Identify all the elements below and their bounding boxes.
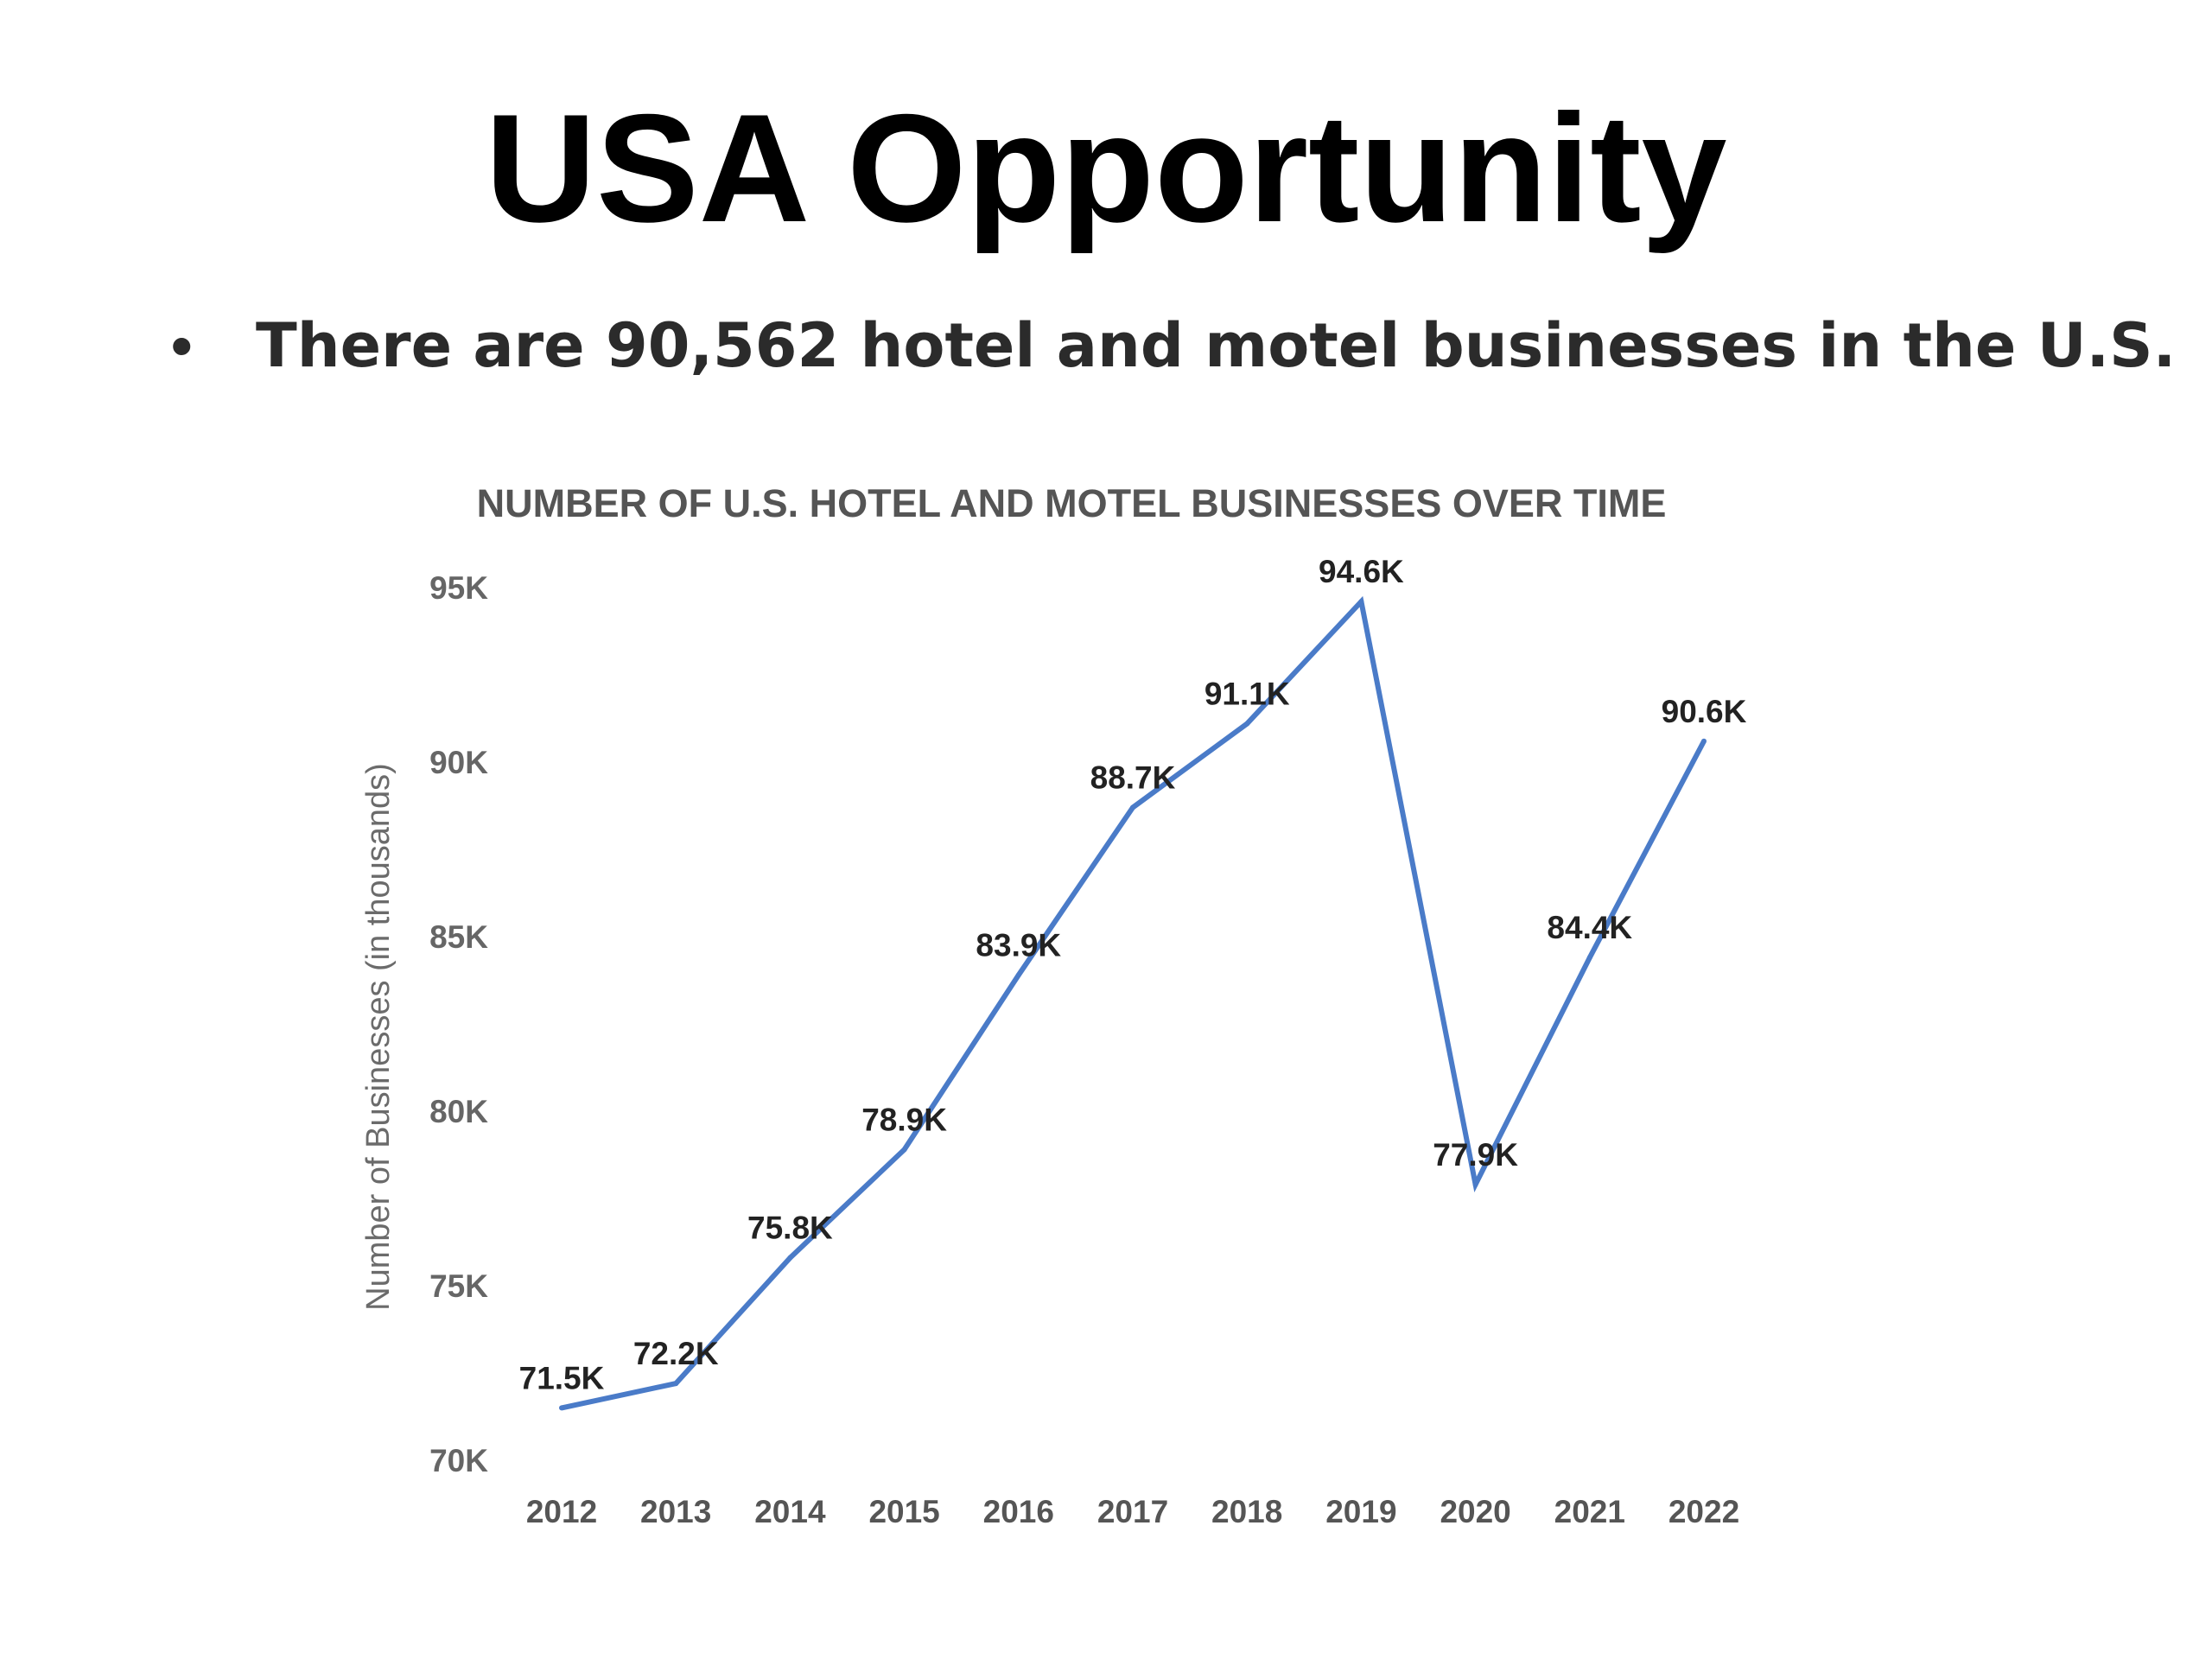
x-tick-label: 2022 xyxy=(1669,1494,1739,1529)
y-tick-label: 95K xyxy=(429,570,488,606)
series-line xyxy=(561,595,1707,1411)
x-tick-label: 2016 xyxy=(983,1494,1054,1529)
x-tick-label: 2020 xyxy=(1440,1494,1510,1529)
data-label: 91.1K xyxy=(1205,677,1290,712)
y-tick-label: 90K xyxy=(429,745,488,780)
x-tick-label: 2018 xyxy=(1211,1494,1282,1529)
y-tick-label: 80K xyxy=(429,1094,488,1129)
x-tick-label: 2014 xyxy=(754,1494,826,1529)
data-label: 72.2K xyxy=(633,1336,719,1371)
y-axis-label: Number of Businesses (in thousands) xyxy=(360,763,397,1311)
bullet-icon: • xyxy=(171,312,193,379)
data-point xyxy=(1244,721,1250,727)
bullet-text: There are 90,562 hotel and motel busines… xyxy=(256,310,2177,381)
bullet-point: • There are 90,562 hotel and motel busin… xyxy=(164,307,2176,385)
x-tick-label: 2015 xyxy=(868,1494,939,1529)
data-point xyxy=(1472,1181,1478,1187)
data-label: 88.7K xyxy=(1090,760,1176,796)
x-tick-label: 2017 xyxy=(1097,1494,1168,1529)
y-tick-label: 85K xyxy=(429,919,488,955)
data-point xyxy=(673,1381,679,1387)
data-label: 94.6K xyxy=(1319,554,1404,589)
data-label: 83.9K xyxy=(976,927,1061,963)
data-label: 75.8K xyxy=(747,1211,833,1246)
y-tick-label: 70K xyxy=(429,1443,488,1478)
data-point xyxy=(1015,972,1021,978)
slide-title: USA Opportunity xyxy=(485,82,1727,254)
data-point xyxy=(1358,599,1364,605)
x-tick-label: 2019 xyxy=(1325,1494,1396,1529)
data-point xyxy=(559,1405,564,1411)
data-label: 77.9K xyxy=(1433,1137,1518,1173)
y-tick-label: 75K xyxy=(429,1268,488,1304)
data-point xyxy=(1586,955,1592,961)
series-group xyxy=(559,595,1707,1411)
data-point xyxy=(787,1255,793,1261)
data-label: 71.5K xyxy=(519,1360,605,1395)
x-axis-ticks: 2012 2013 2014 2015 2016 2017 2018 2019 2020 2021… xyxy=(526,1494,1739,1529)
data-point xyxy=(1701,738,1707,744)
y-axis-ticks: 95K 90K 85K 80K 75K 70K xyxy=(429,570,488,1478)
x-tick-label: 2021 xyxy=(1554,1494,1625,1529)
data-labels: 71.5K 72.2K 75.8K 78.9K 83.9K 88.7K 91.1K 94.6K… xyxy=(519,554,1747,1395)
x-tick-label: 2012 xyxy=(526,1494,597,1529)
data-point xyxy=(1130,804,1135,810)
data-point xyxy=(901,1147,907,1153)
data-label: 90.6K xyxy=(1662,694,1747,729)
x-tick-label: 2013 xyxy=(640,1494,711,1529)
data-label: 78.9K xyxy=(861,1102,947,1137)
data-label: 84.4K xyxy=(1547,910,1632,945)
chart-title: NUMBER OF U.S. HOTEL AND MOTEL BUSINESSE… xyxy=(477,481,1667,525)
